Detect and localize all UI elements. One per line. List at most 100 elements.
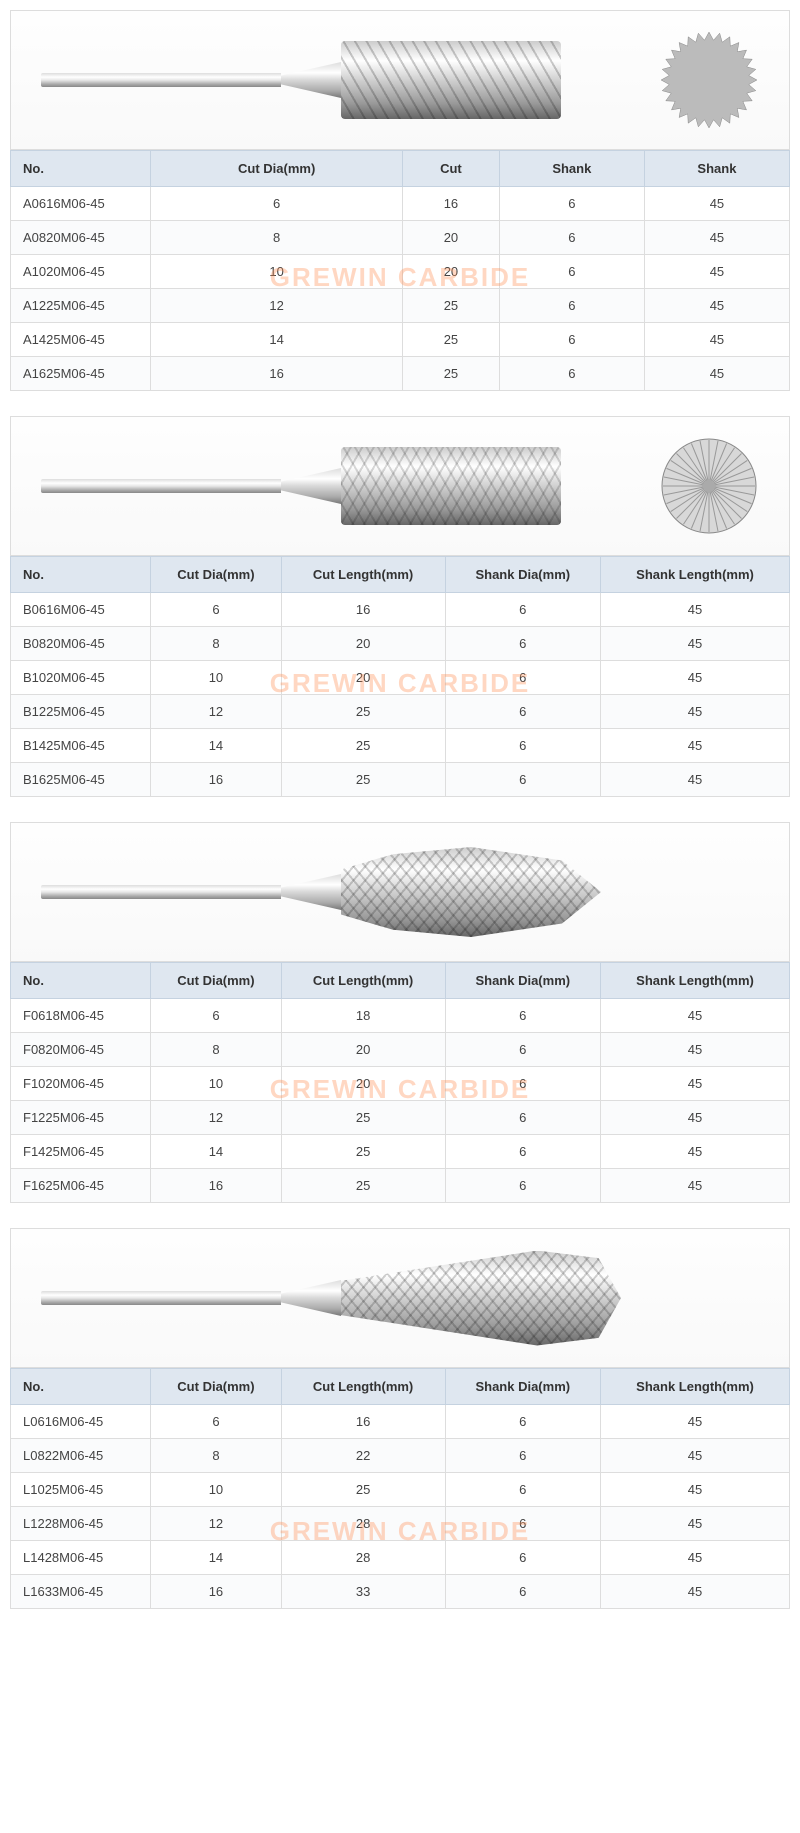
cell-value: 25 [403, 289, 500, 323]
column-header: Cut Dia(mm) [151, 557, 281, 593]
table-row: B1625M06-451625645 [11, 763, 790, 797]
cell-no: B1625M06-45 [11, 763, 151, 797]
cell-value: 25 [281, 1473, 445, 1507]
cell-value: 12 [151, 289, 403, 323]
spec-table-F: No.Cut Dia(mm)Cut Length(mm)Shank Dia(mm… [10, 962, 790, 1203]
table-row: L0822M06-45822645 [11, 1439, 790, 1473]
burr-illustration [41, 447, 639, 525]
table-row: B1020M06-451020645 [11, 661, 790, 695]
cell-value: 6 [445, 1473, 601, 1507]
product-image-A [10, 10, 790, 150]
cell-value: 20 [281, 1067, 445, 1101]
cell-value: 10 [151, 1473, 281, 1507]
cell-value: 8 [151, 1033, 281, 1067]
column-header: Shank [499, 151, 644, 187]
table-row: A1625M06-451625645 [11, 357, 790, 391]
cell-value: 6 [445, 1033, 601, 1067]
cell-value: 25 [281, 695, 445, 729]
cell-value: 8 [151, 1439, 281, 1473]
cell-value: 16 [151, 763, 281, 797]
cell-value: 25 [403, 357, 500, 391]
cell-value: 33 [281, 1575, 445, 1609]
table-row: L1228M06-451228645 [11, 1507, 790, 1541]
cell-no: A0820M06-45 [11, 221, 151, 255]
cell-value: 6 [445, 1169, 601, 1203]
cell-value: 28 [281, 1507, 445, 1541]
table-row: B0616M06-45616645 [11, 593, 790, 627]
cell-value: 16 [151, 1575, 281, 1609]
cell-value: 45 [644, 221, 789, 255]
table-row: B1425M06-451425645 [11, 729, 790, 763]
cell-value: 6 [499, 323, 644, 357]
section-F: No.Cut Dia(mm)Cut Length(mm)Shank Dia(mm… [10, 822, 790, 1203]
cell-value: 16 [151, 357, 403, 391]
column-header: Shank [644, 151, 789, 187]
cell-value: 6 [445, 627, 601, 661]
cell-value: 6 [445, 695, 601, 729]
column-header: Shank Length(mm) [601, 963, 790, 999]
column-header: No. [11, 1369, 151, 1405]
cell-no: F0618M06-45 [11, 999, 151, 1033]
cell-no: B1020M06-45 [11, 661, 151, 695]
cell-no: L1025M06-45 [11, 1473, 151, 1507]
cell-value: 8 [151, 627, 281, 661]
cell-no: B0820M06-45 [11, 627, 151, 661]
cell-value: 25 [403, 323, 500, 357]
cell-value: 6 [445, 1067, 601, 1101]
cell-value: 6 [499, 255, 644, 289]
cell-value: 45 [601, 695, 790, 729]
column-header: Cut Dia(mm) [151, 151, 403, 187]
cell-no: A1425M06-45 [11, 323, 151, 357]
cell-value: 18 [281, 999, 445, 1033]
cell-no: B1425M06-45 [11, 729, 151, 763]
cell-value: 45 [601, 1033, 790, 1067]
cell-value: 20 [281, 627, 445, 661]
cell-no: A1625M06-45 [11, 357, 151, 391]
table-row: F0618M06-45618645 [11, 999, 790, 1033]
cell-value: 6 [445, 999, 601, 1033]
table-row: F1425M06-451425645 [11, 1135, 790, 1169]
cell-no: F1225M06-45 [11, 1101, 151, 1135]
cell-value: 12 [151, 695, 281, 729]
product-image-B [10, 416, 790, 556]
cell-value: 45 [601, 661, 790, 695]
cell-value: 45 [644, 187, 789, 221]
burr-illustration [41, 1251, 759, 1346]
cell-no: A0616M06-45 [11, 187, 151, 221]
end-view-icon [659, 436, 759, 536]
cell-value: 16 [403, 187, 500, 221]
table-row: L0616M06-45616645 [11, 1405, 790, 1439]
table-row: L1633M06-451633645 [11, 1575, 790, 1609]
cell-value: 6 [151, 1405, 281, 1439]
cell-value: 45 [601, 763, 790, 797]
column-header: Cut Length(mm) [281, 963, 445, 999]
cell-value: 25 [281, 1101, 445, 1135]
cell-no: A1020M06-45 [11, 255, 151, 289]
cell-value: 25 [281, 1135, 445, 1169]
table-row: A1425M06-451425645 [11, 323, 790, 357]
cell-value: 45 [601, 593, 790, 627]
cell-value: 12 [151, 1507, 281, 1541]
cell-value: 6 [445, 1405, 601, 1439]
column-header: Cut Dia(mm) [151, 963, 281, 999]
cell-value: 14 [151, 729, 281, 763]
cell-value: 6 [445, 763, 601, 797]
cell-value: 45 [601, 1169, 790, 1203]
table-row: A0820M06-45820645 [11, 221, 790, 255]
burr-illustration [41, 847, 759, 937]
cell-value: 6 [445, 1439, 601, 1473]
table-row: F0820M06-45820645 [11, 1033, 790, 1067]
cell-value: 14 [151, 1541, 281, 1575]
section-B: No.Cut Dia(mm)Cut Length(mm)Shank Dia(mm… [10, 416, 790, 797]
cell-value: 45 [644, 323, 789, 357]
cell-value: 45 [644, 255, 789, 289]
cell-value: 6 [445, 593, 601, 627]
cell-no: B1225M06-45 [11, 695, 151, 729]
cell-value: 6 [499, 221, 644, 255]
cell-value: 20 [403, 255, 500, 289]
cell-value: 16 [151, 1169, 281, 1203]
cell-value: 6 [499, 289, 644, 323]
cell-value: 45 [601, 1067, 790, 1101]
cell-value: 45 [601, 729, 790, 763]
cell-value: 45 [601, 1473, 790, 1507]
